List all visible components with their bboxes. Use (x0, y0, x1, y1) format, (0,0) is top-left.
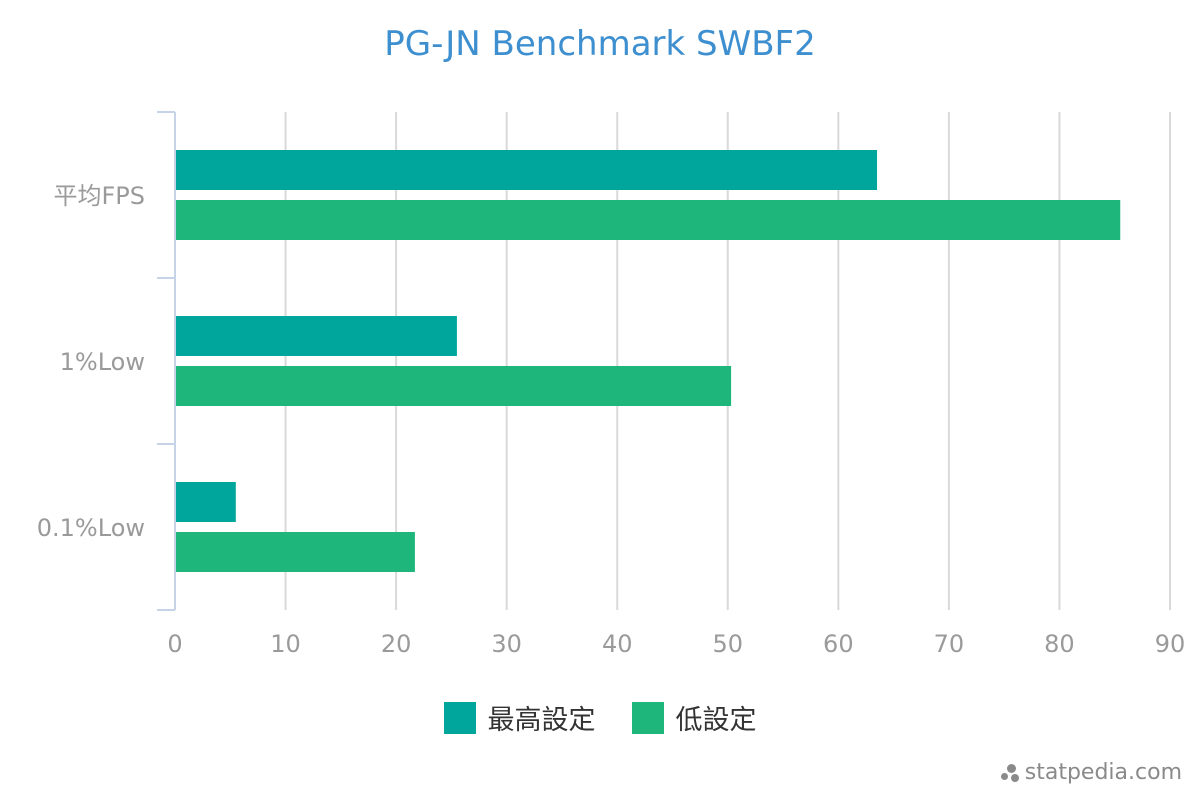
legend-swatch-low-settings (631, 701, 664, 734)
chart-title: PG-JN Benchmark SWBF2 (384, 24, 816, 64)
category-label-0: 平均FPS (53, 182, 145, 210)
legend: 最高設定 低設定 (0, 698, 1200, 737)
x-tick-label-0: 0 (167, 630, 182, 658)
bar-low-2 (176, 532, 415, 572)
category-label-2: 0.1%Low (37, 514, 145, 542)
legend-swatch-max-settings (443, 701, 476, 734)
watermark: statpedia.com (1000, 760, 1182, 785)
legend-item-max-settings[interactable]: 最高設定 (443, 698, 596, 737)
x-tick-label-60: 60 (823, 630, 854, 658)
legend-item-low-settings[interactable]: 低設定 (631, 698, 757, 737)
statpedia-logo-icon (1000, 762, 1021, 784)
watermark-text: statpedia.com (1024, 760, 1182, 785)
bar-max-0 (176, 150, 878, 190)
x-tick-label-30: 30 (491, 630, 522, 658)
x-tick-label-20: 20 (381, 630, 412, 658)
bar-max-1 (176, 316, 457, 356)
x-tick-label-90: 90 (1155, 630, 1186, 658)
x-tick-label-50: 50 (713, 630, 744, 658)
category-label-1: 1%Low (60, 348, 145, 376)
x-tick-label-80: 80 (1044, 630, 1075, 658)
x-tick-label-70: 70 (934, 630, 965, 658)
x-tick-label-40: 40 (602, 630, 633, 658)
x-tick-label-10: 10 (270, 630, 301, 658)
legend-label-low-settings: 低設定 (675, 705, 757, 736)
bar-max-2 (176, 482, 236, 522)
legend-label-max-settings: 最高設定 (487, 705, 596, 736)
bar-low-1 (176, 366, 732, 406)
bar-low-0 (176, 200, 1121, 240)
